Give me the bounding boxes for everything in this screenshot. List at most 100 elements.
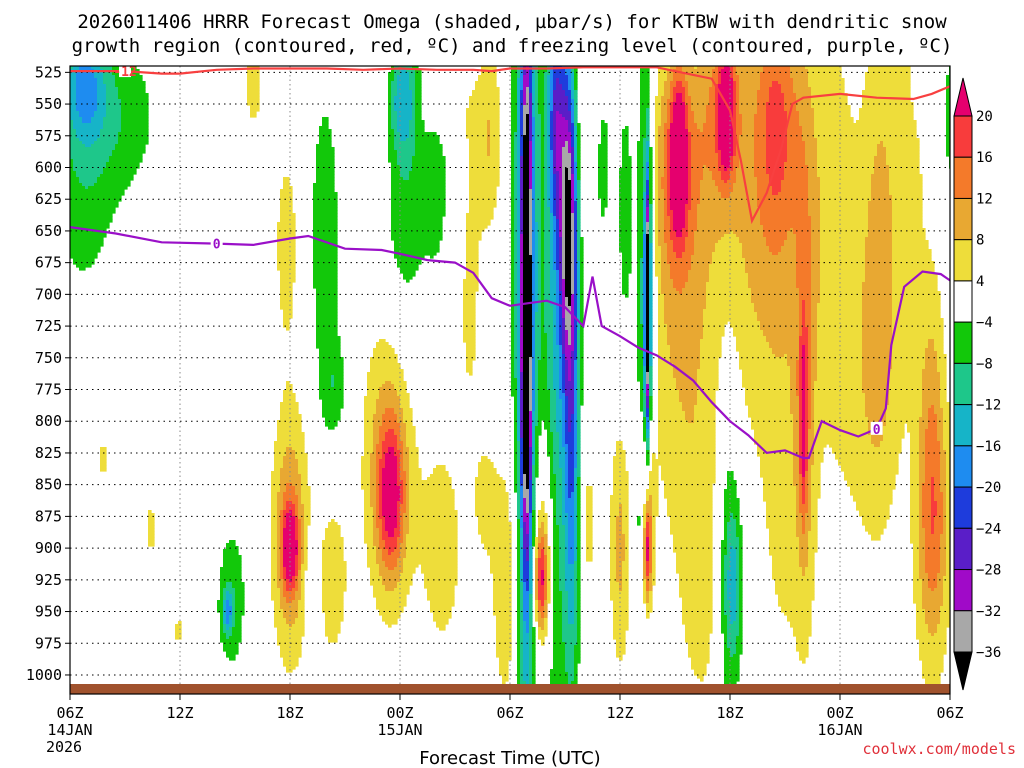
omega-cell — [811, 237, 821, 241]
omega-cell — [736, 84, 740, 88]
omega-cell — [571, 303, 575, 307]
omega-cell — [466, 369, 473, 373]
omega-cell — [742, 126, 755, 130]
omega-cell — [469, 96, 500, 100]
omega-cell — [580, 390, 584, 394]
omega-cell — [676, 387, 698, 391]
omega-cell — [562, 195, 566, 199]
omega-cell — [532, 258, 536, 262]
omega-cell — [70, 201, 119, 205]
omega-cell — [319, 390, 344, 394]
omega-cell — [70, 252, 98, 256]
omega-cell — [640, 270, 644, 274]
omega-cell — [511, 174, 515, 178]
omega-cell — [655, 99, 662, 103]
omega-cell — [517, 231, 521, 235]
omega-cell — [667, 168, 671, 172]
omega-cell — [733, 108, 737, 112]
omega-cell — [319, 132, 332, 136]
omega-cell — [391, 201, 446, 205]
omega-cell — [541, 165, 545, 169]
omega-cell — [523, 84, 530, 88]
omega-cell — [544, 123, 548, 127]
omega-cell — [520, 315, 524, 319]
omega-cell — [517, 240, 521, 244]
omega-cell — [544, 222, 551, 226]
omega-cell — [280, 303, 293, 307]
omega-cell — [811, 288, 821, 292]
omega-cell — [688, 213, 698, 217]
omega-cell — [889, 372, 923, 376]
omega-cell — [541, 288, 545, 292]
omega-cell — [280, 270, 296, 274]
omega-cell — [574, 207, 578, 211]
omega-cell — [766, 132, 788, 136]
omega-cell — [544, 315, 554, 319]
omega-cell — [466, 234, 482, 238]
omega-cell — [796, 93, 812, 97]
omega-cell — [565, 69, 572, 73]
omega-cell — [670, 87, 674, 91]
omega-cell — [637, 342, 644, 346]
omega-cell — [946, 90, 950, 94]
omega-cell — [709, 96, 716, 100]
omega-cell — [643, 351, 647, 355]
omega-cell — [547, 384, 554, 388]
omega-cell — [937, 354, 947, 358]
omega-cell — [550, 192, 554, 196]
omega-cell — [121, 120, 149, 124]
omega-cell — [649, 198, 653, 202]
omega-cell — [532, 105, 536, 109]
omega-cell — [643, 309, 647, 313]
omega-cell — [559, 378, 563, 382]
omega-cell — [517, 171, 521, 175]
omega-cell — [733, 168, 737, 172]
omega-cell — [649, 327, 653, 331]
omega-cell — [514, 282, 518, 286]
omega-cell — [511, 105, 518, 109]
omega-cell — [541, 342, 548, 346]
omega-cell — [538, 78, 545, 82]
omega-cell — [703, 165, 707, 169]
omega-cell — [646, 195, 650, 199]
omega-cell — [715, 108, 719, 112]
omega-cell — [400, 270, 416, 274]
omega-cell — [553, 114, 557, 118]
omega-cell — [520, 357, 524, 361]
omega-cell — [658, 387, 677, 391]
omega-cell — [517, 300, 521, 304]
omega-cell — [523, 264, 533, 268]
omega-cell — [892, 246, 929, 250]
omega-cell — [862, 309, 893, 313]
omega-cell — [559, 276, 563, 280]
omega-cell — [664, 159, 668, 163]
omega-cell — [562, 240, 566, 244]
omega-cell — [739, 240, 767, 244]
omega-cell — [649, 297, 653, 301]
omega-cell — [658, 144, 665, 148]
omega-cell — [769, 345, 800, 349]
omega-cell — [643, 249, 647, 253]
omega-cell — [532, 321, 536, 325]
omega-cell — [538, 282, 542, 286]
omega-cell — [520, 96, 524, 100]
omega-cell — [415, 69, 422, 73]
omega-cell — [547, 333, 554, 337]
omega-cell — [313, 189, 335, 193]
omega-cell — [691, 183, 701, 187]
omega-cell — [415, 93, 422, 97]
omega-cell — [70, 102, 77, 106]
omega-cell — [787, 117, 800, 121]
omega-cell — [568, 168, 572, 172]
omega-cell — [544, 93, 548, 97]
omega-cell — [790, 72, 809, 76]
omega-cell — [817, 315, 863, 319]
omega-cell — [520, 108, 524, 112]
omega-cell — [550, 189, 554, 193]
omega-cell — [688, 273, 710, 277]
omega-cell — [580, 336, 584, 340]
omega-cell — [796, 363, 800, 367]
omega-cell — [532, 390, 536, 394]
omega-cell — [874, 165, 890, 169]
omega-cell — [619, 225, 632, 229]
